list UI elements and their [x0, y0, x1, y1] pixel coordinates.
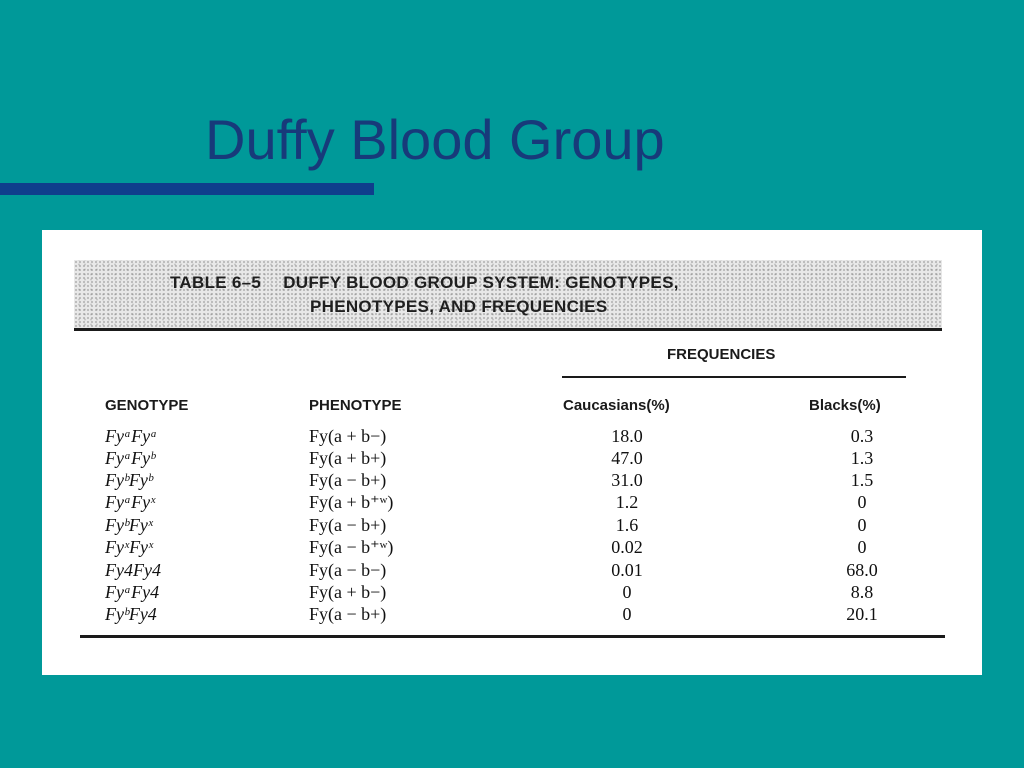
caucasians-frequency-cell: 1.2 [615, 492, 639, 512]
blacks-frequency-cell: 0 [857, 492, 867, 512]
caucasians-frequency-cell: 0 [622, 604, 632, 624]
table-row: Fy4Fy4 Fy(a − b−) 0.01 68.0 [42, 559, 982, 581]
phenotype-cell: Fy(a + b−) [309, 426, 387, 446]
phenotype-cell: Fy(a − b+) [309, 515, 387, 535]
blacks-frequency-cell: 20.1 [846, 604, 878, 624]
blacks-frequency-cell: 0 [857, 515, 867, 535]
genotype-cell: FyᵇFyˣ [105, 515, 153, 535]
phenotype-cell: Fy(a + b−) [309, 582, 387, 602]
genotype-cell: FyˣFyˣ [105, 537, 154, 557]
blacks-frequency-cell: 0 [857, 537, 867, 557]
genotype-column-header: GENOTYPE [105, 397, 189, 414]
genotype-cell: FyᵇFyᵇ [105, 470, 153, 490]
blacks-frequency-cell: 68.0 [846, 560, 878, 580]
frequencies-divider [562, 376, 906, 378]
title-underline-bar [0, 183, 374, 195]
genotype-cell: FyᵃFy4 [105, 582, 160, 602]
caucasians-frequency-cell: 18.0 [611, 426, 643, 446]
table-row: FyᵇFyˣ Fy(a − b+) 1.6 0 [42, 514, 982, 536]
caucasians-frequency-cell: 1.6 [615, 515, 639, 535]
table-row: FyˣFyˣ Fy(a − b⁺ʷ) 0.02 0 [42, 536, 982, 558]
genotype-cell: FyᵃFyᵇ [105, 448, 155, 468]
caucasians-frequency-cell: 31.0 [611, 470, 643, 490]
table-bottom-rule [80, 635, 945, 638]
table-row: FyᵃFy4 Fy(a + b−) 0 8.8 [42, 581, 982, 603]
table-row: FyᵇFyᵇ Fy(a − b+) 31.0 1.5 [42, 469, 982, 491]
phenotype-cell: Fy(a − b+) [309, 604, 387, 624]
caption-halftone-band [74, 260, 942, 330]
caucasians-frequency-cell: 0 [622, 582, 632, 602]
genotype-cell: Fy4Fy4 [105, 560, 161, 580]
genotype-cell: FyᵃFyˣ [105, 492, 156, 512]
table-row: FyᵃFyᵃ Fy(a + b−) 18.0 0.3 [42, 425, 982, 447]
blacks-frequency-cell: 1.3 [850, 448, 874, 468]
table-caption-line-1: TABLE 6–5 DUFFY BLOOD GROUP SYSTEM: GENOT… [170, 272, 679, 294]
caucasians-frequency-cell: 0.02 [611, 537, 643, 557]
genotype-cell: FyᵇFy4 [105, 604, 157, 624]
table-caption-text-1: DUFFY BLOOD GROUP SYSTEM: GENOTYPES, [283, 273, 679, 292]
table-caption-line-2: PHENOTYPES, AND FREQUENCIES [310, 297, 608, 316]
caucasians-frequency-cell: 47.0 [611, 448, 643, 468]
phenotype-column-header: PHENOTYPE [309, 397, 402, 414]
caption-divider [74, 328, 942, 331]
caucasians-frequency-cell: 0.01 [611, 560, 643, 580]
blacks-frequency-cell: 8.8 [850, 582, 874, 602]
duffy-table-image: TABLE 6–5 DUFFY BLOOD GROUP SYSTEM: GENOT… [42, 230, 982, 675]
phenotype-cell: Fy(a + b+) [309, 448, 387, 468]
frequencies-header: FREQUENCIES [667, 346, 776, 363]
table-row: FyᵃFyᵇ Fy(a + b+) 47.0 1.3 [42, 447, 982, 469]
phenotype-cell: Fy(a − b−) [309, 560, 387, 580]
table-row: FyᵇFy4 Fy(a − b+) 0 20.1 [42, 603, 982, 625]
phenotype-cell: Fy(a − b⁺ʷ) [309, 537, 394, 557]
blacks-column-header: Blacks(%) [809, 397, 881, 414]
caucasians-column-header: Caucasians(%) [563, 397, 670, 414]
slide-title: Duffy Blood Group [205, 108, 665, 171]
blacks-frequency-cell: 1.5 [850, 470, 874, 490]
table-row: FyᵃFyˣ Fy(a + b⁺ʷ) 1.2 0 [42, 491, 982, 513]
phenotype-cell: Fy(a + b⁺ʷ) [309, 492, 394, 512]
phenotype-cell: Fy(a − b+) [309, 470, 387, 490]
genotype-cell: FyᵃFyᵃ [105, 426, 158, 446]
blacks-frequency-cell: 0.3 [850, 426, 874, 446]
table-number: TABLE 6–5 [170, 273, 262, 292]
